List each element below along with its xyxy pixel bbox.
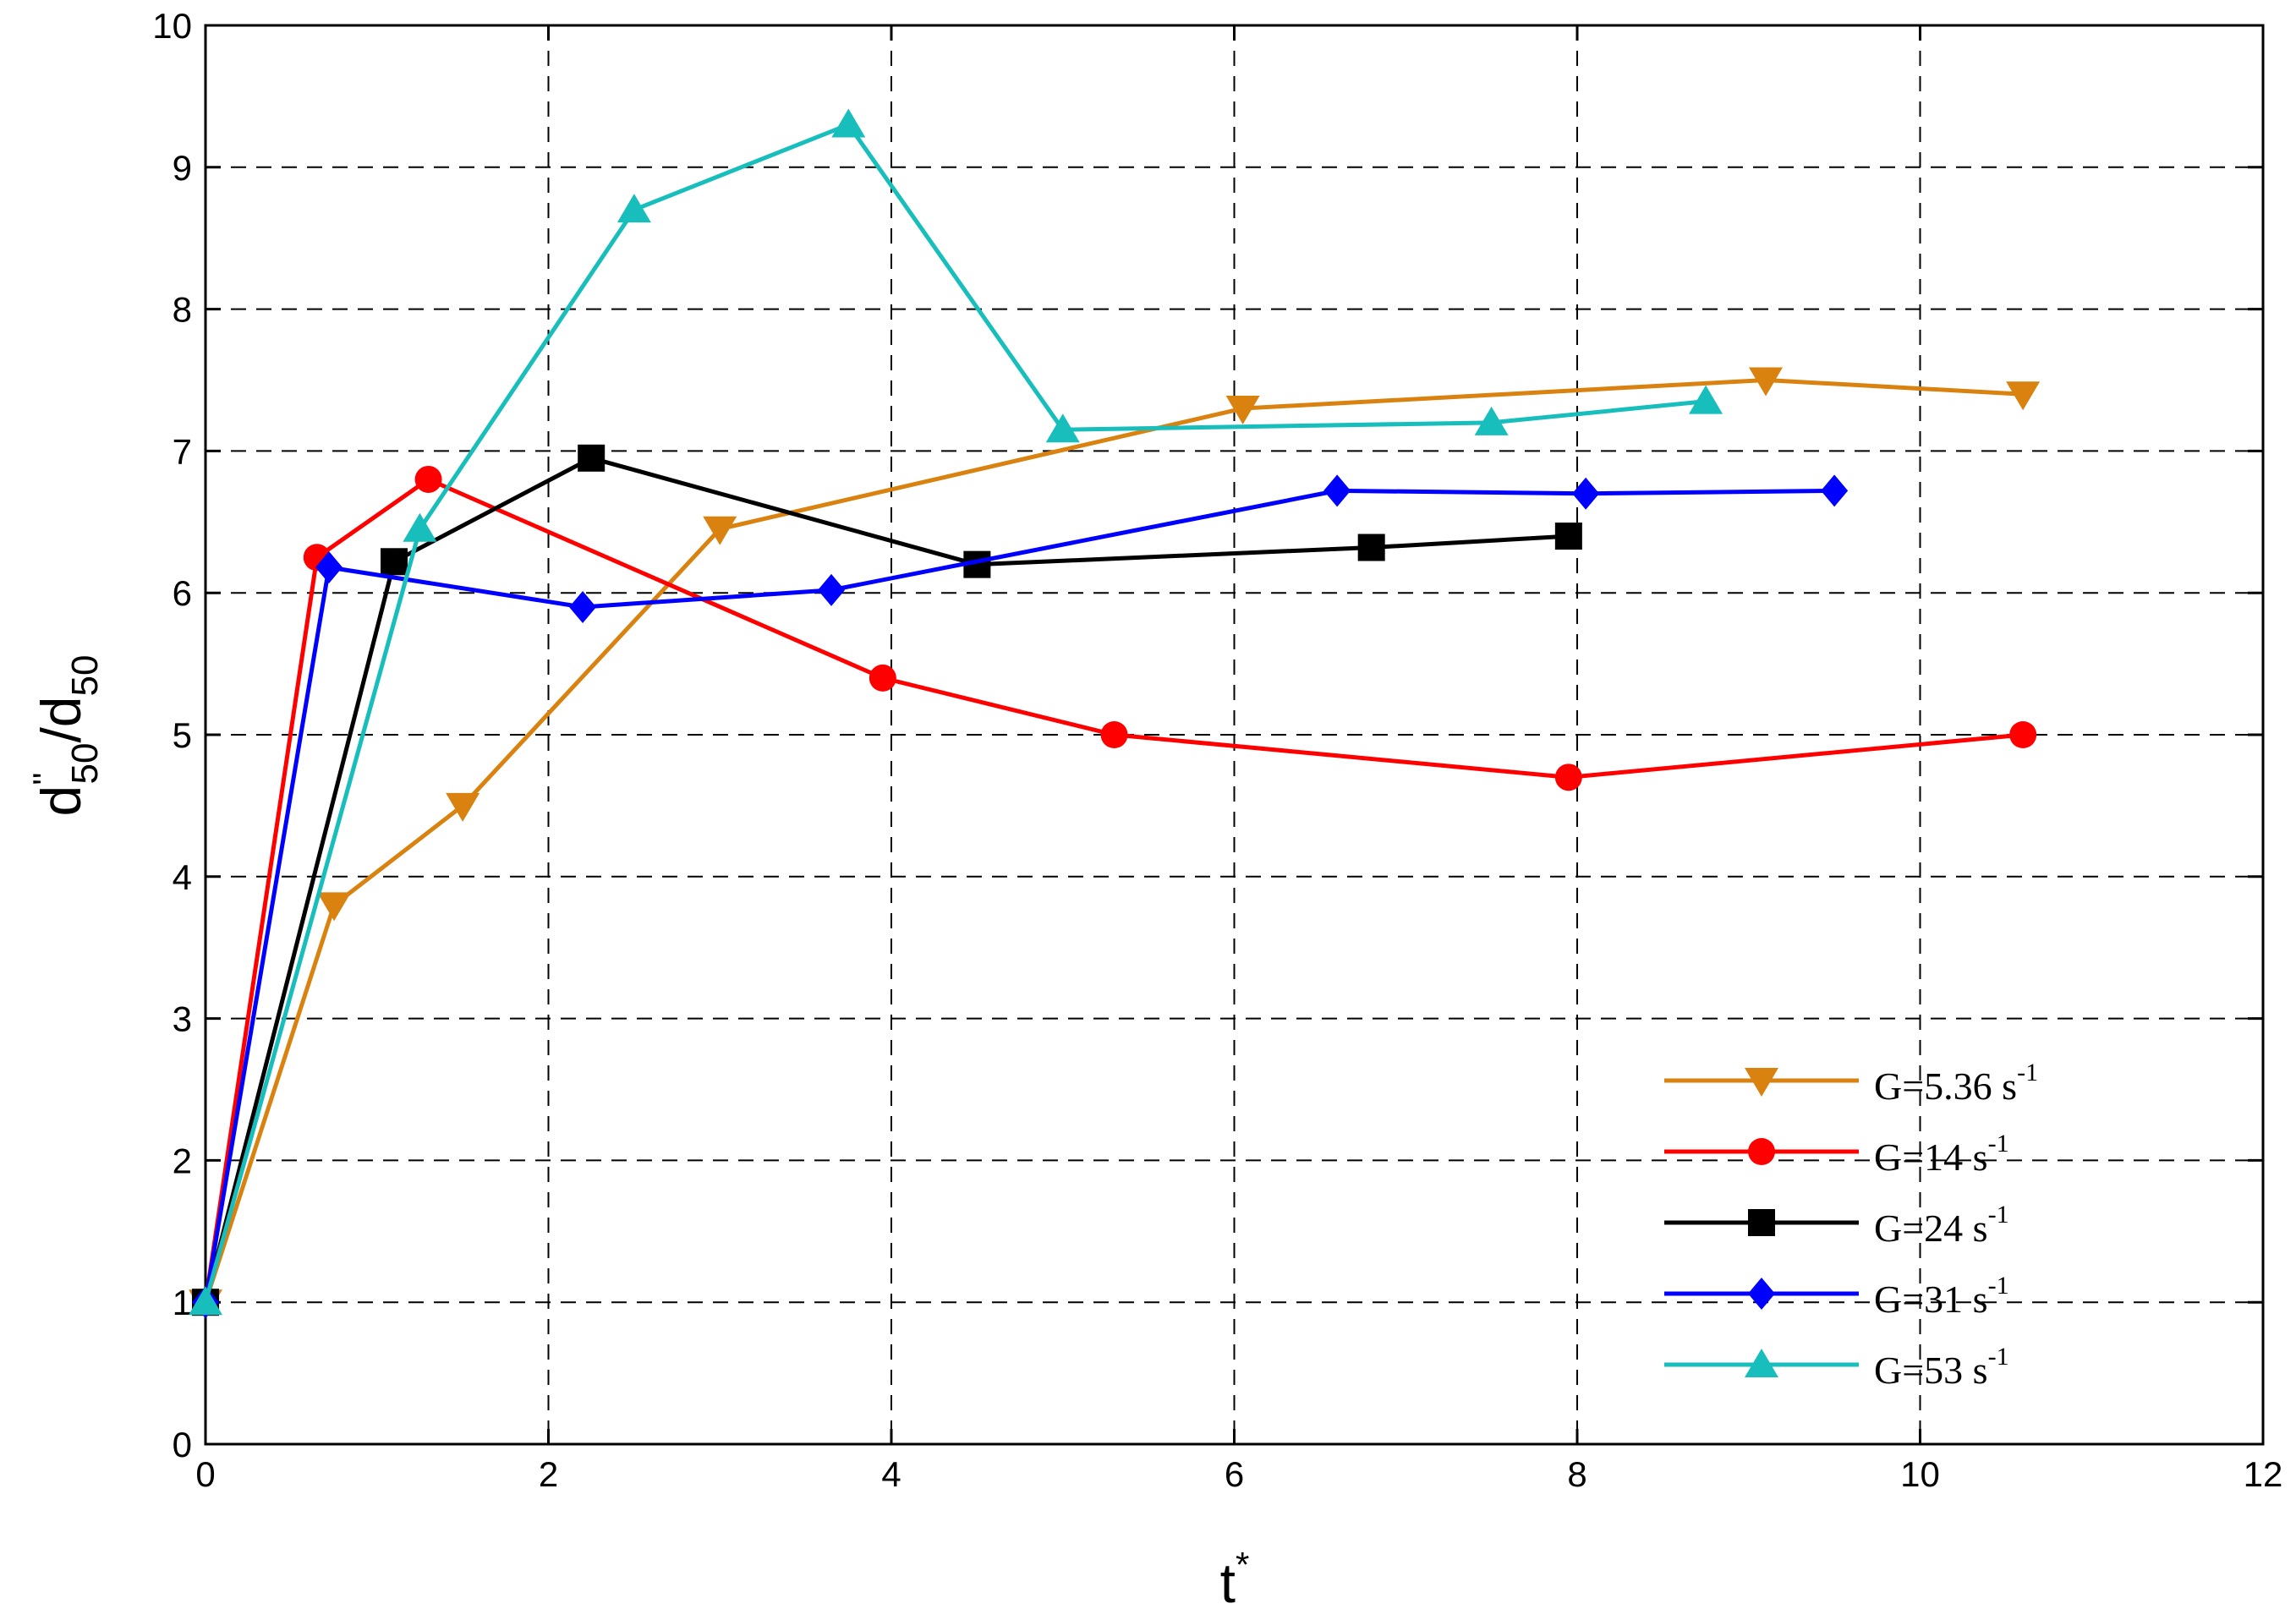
legend-label-3: G=31 s-1 bbox=[1874, 1272, 2009, 1321]
y-tick-label-7: 7 bbox=[173, 431, 192, 471]
series-3-point-2 bbox=[569, 590, 597, 623]
x-tick-label-3: 6 bbox=[1225, 1454, 1244, 1494]
y-tick-label-3: 3 bbox=[173, 999, 192, 1039]
legend-label-0: G=5.36 s-1 bbox=[1874, 1059, 2038, 1108]
y-axis-title-slash: / bbox=[30, 727, 92, 743]
x-tick-label-2: 4 bbox=[881, 1454, 901, 1494]
legend-marker-0 bbox=[1745, 1068, 1778, 1097]
legend-marker-4 bbox=[1745, 1349, 1778, 1377]
y-axis-title-d1: d bbox=[30, 785, 92, 817]
legend-marker-3 bbox=[1748, 1278, 1775, 1310]
legend-label-text-3: G=31 s bbox=[1874, 1278, 1988, 1321]
x-axis-title: t* bbox=[1220, 1545, 1250, 1614]
series-1-point-4 bbox=[1100, 721, 1128, 748]
legend-marker-2 bbox=[1748, 1209, 1775, 1236]
y-tick-label-9: 9 bbox=[173, 148, 192, 188]
grid bbox=[205, 25, 2263, 1444]
series-3-point-6 bbox=[1821, 474, 1849, 507]
x-tick-label-6: 12 bbox=[2244, 1454, 2283, 1494]
series-0-point-1 bbox=[317, 892, 352, 922]
legend-label-text-1: G=14 s bbox=[1874, 1136, 1988, 1179]
series-4-point-4 bbox=[1045, 413, 1080, 443]
series-2-point-4 bbox=[1357, 534, 1385, 561]
series-4-point-0 bbox=[189, 1286, 222, 1316]
legend-marker-1 bbox=[1748, 1138, 1775, 1165]
legend-entry-4: G=53 s-1 bbox=[1664, 1343, 2009, 1392]
legend-label-sup-2: -1 bbox=[1988, 1201, 2009, 1229]
series-1-point-3 bbox=[869, 664, 896, 692]
series-0-point-2 bbox=[446, 792, 480, 822]
series-line-2 bbox=[203, 456, 1570, 1303]
y-axis-title: d''50/d50 bbox=[27, 655, 106, 817]
series-4-point-3 bbox=[831, 108, 866, 138]
y-tick-label-10: 10 bbox=[152, 6, 192, 46]
legend-entry-3: G=31 s-1 bbox=[1664, 1272, 2009, 1321]
legend-label-text-0: G=5.36 s bbox=[1874, 1064, 2017, 1108]
y-axis-title-d2: d bbox=[30, 696, 92, 727]
x-tick-label-1: 2 bbox=[539, 1454, 558, 1494]
legend-label-text-4: G=53 s bbox=[1874, 1349, 1988, 1392]
series-1-point-2 bbox=[414, 465, 442, 493]
series-4 bbox=[189, 108, 1723, 1316]
series-3-point-3 bbox=[818, 573, 846, 606]
series-1-point-5 bbox=[1554, 763, 1582, 791]
series-2-point-2 bbox=[578, 444, 606, 472]
series-3-point-4 bbox=[1323, 474, 1351, 507]
series-3-point-1 bbox=[315, 550, 342, 583]
legend-label-sup-0: -1 bbox=[2017, 1059, 2038, 1086]
series-1-point-6 bbox=[2009, 721, 2037, 748]
x-tick-label-5: 10 bbox=[1900, 1454, 1940, 1494]
x-axis-title-base: t bbox=[1220, 1552, 1236, 1614]
legend-label-sup-4: -1 bbox=[1988, 1343, 2009, 1371]
series-4-point-1 bbox=[403, 512, 437, 542]
series-4-point-5 bbox=[1474, 406, 1509, 435]
series-4-point-6 bbox=[1689, 385, 1723, 414]
legend-label-sup-1: -1 bbox=[1988, 1130, 2009, 1158]
series-group bbox=[189, 108, 2041, 1319]
y-tick-label-8: 8 bbox=[173, 290, 192, 330]
legend-label-2: G=24 s-1 bbox=[1874, 1201, 2009, 1250]
series-3-point-5 bbox=[1572, 477, 1600, 510]
legend-entry-2: G=24 s-1 bbox=[1664, 1201, 2009, 1250]
legend-label-sup-3: -1 bbox=[1988, 1272, 2009, 1300]
series-0-point-5 bbox=[1749, 367, 1784, 397]
y-axis-title-d1-sub: 50 bbox=[64, 743, 106, 785]
series-4-point-2 bbox=[616, 194, 651, 223]
series-0 bbox=[189, 367, 2041, 1319]
y-tick-label-5: 5 bbox=[173, 715, 192, 755]
legend: G=5.36 s-1G=14 s-1G=24 s-1G=31 s-1G=53 s… bbox=[1664, 1059, 2038, 1392]
series-2-point-5 bbox=[1554, 523, 1582, 550]
legend-entry-1: G=14 s-1 bbox=[1664, 1130, 2009, 1179]
y-tick-label-0: 0 bbox=[173, 1425, 192, 1464]
y-tick-label-1: 1 bbox=[173, 1283, 192, 1322]
series-2-point-1 bbox=[381, 548, 408, 576]
legend-label-4: G=53 s-1 bbox=[1874, 1343, 2009, 1392]
legend-entry-0: G=5.36 s-1 bbox=[1664, 1059, 2038, 1108]
x-axis-title-sup: * bbox=[1236, 1545, 1249, 1584]
y-tick-label-6: 6 bbox=[173, 573, 192, 613]
y-tick-label-2: 2 bbox=[173, 1141, 192, 1180]
x-tick-label-4: 8 bbox=[1567, 1454, 1586, 1494]
legend-label-1: G=14 s-1 bbox=[1874, 1130, 2009, 1179]
y-tick-label-4: 4 bbox=[173, 857, 192, 897]
y-axis-title-d1-sup: '' bbox=[27, 772, 64, 785]
series-0-point-3 bbox=[703, 516, 737, 545]
series-0-point-6 bbox=[2006, 381, 2041, 411]
x-tick-label-0: 0 bbox=[195, 1454, 215, 1494]
series-0-point-4 bbox=[1225, 396, 1260, 425]
legend-label-text-2: G=24 s bbox=[1874, 1207, 1988, 1250]
y-axis-title-d2-sub: 50 bbox=[64, 655, 106, 697]
